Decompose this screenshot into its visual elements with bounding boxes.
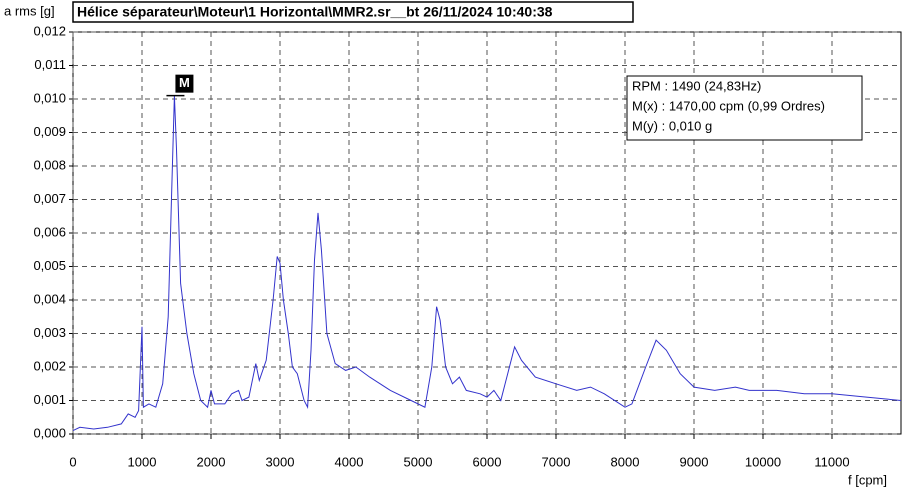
info-box — [626, 75, 863, 141]
x-tick-label: 10000 — [745, 454, 781, 469]
y-tick-label: 0,004 — [33, 291, 66, 306]
x-tick-label: 6000 — [473, 454, 502, 469]
y-tick-label: 0,009 — [33, 124, 66, 139]
x-tick-label: 4000 — [335, 454, 364, 469]
y-tick-label: 0,010 — [33, 90, 66, 105]
x-tick-label: 7000 — [542, 454, 571, 469]
marker-box — [175, 74, 194, 93]
x-tick-label: 8000 — [611, 454, 640, 469]
x-tick-label: 0 — [69, 454, 76, 469]
y-tick-label: 0,008 — [33, 157, 66, 172]
info-line: M(y) : 0,010 g — [632, 118, 712, 133]
y-tick-label: 0,002 — [33, 358, 66, 373]
marker-label: M — [179, 75, 190, 90]
title-box — [72, 1, 634, 23]
y-tick-label: 0,012 — [33, 23, 66, 38]
y-tick-label: 0,001 — [33, 392, 66, 407]
y-tick-label: 0,007 — [33, 191, 66, 206]
x-axis-label: f [cpm] — [848, 472, 887, 487]
y-tick-label: 0,006 — [33, 224, 66, 239]
x-tick-label: 11000 — [814, 454, 849, 469]
y-tick-label: 0,011 — [34, 57, 66, 72]
y-tick-label: 0,005 — [33, 258, 66, 273]
x-tick-label: 2000 — [197, 454, 226, 469]
x-tick-label: 3000 — [266, 454, 295, 469]
x-tick-label: 5000 — [404, 454, 433, 469]
chart-title: Hélice séparateur\Moteur\1 Horizontal\MM… — [77, 4, 553, 20]
info-line: M(x) : 1470,00 cpm (0,99 Ordres) — [632, 98, 825, 113]
spectrum-line — [72, 95, 902, 432]
x-tick-label: 1000 — [128, 454, 157, 469]
y-tick-label: 0,003 — [33, 325, 66, 340]
y-axis-label: a rms [g] — [4, 3, 55, 18]
x-tick-label: 9000 — [680, 454, 709, 469]
info-line: RPM : 1490 (24,83Hz) — [632, 78, 761, 93]
y-tick-label: 0,000 — [33, 425, 66, 440]
